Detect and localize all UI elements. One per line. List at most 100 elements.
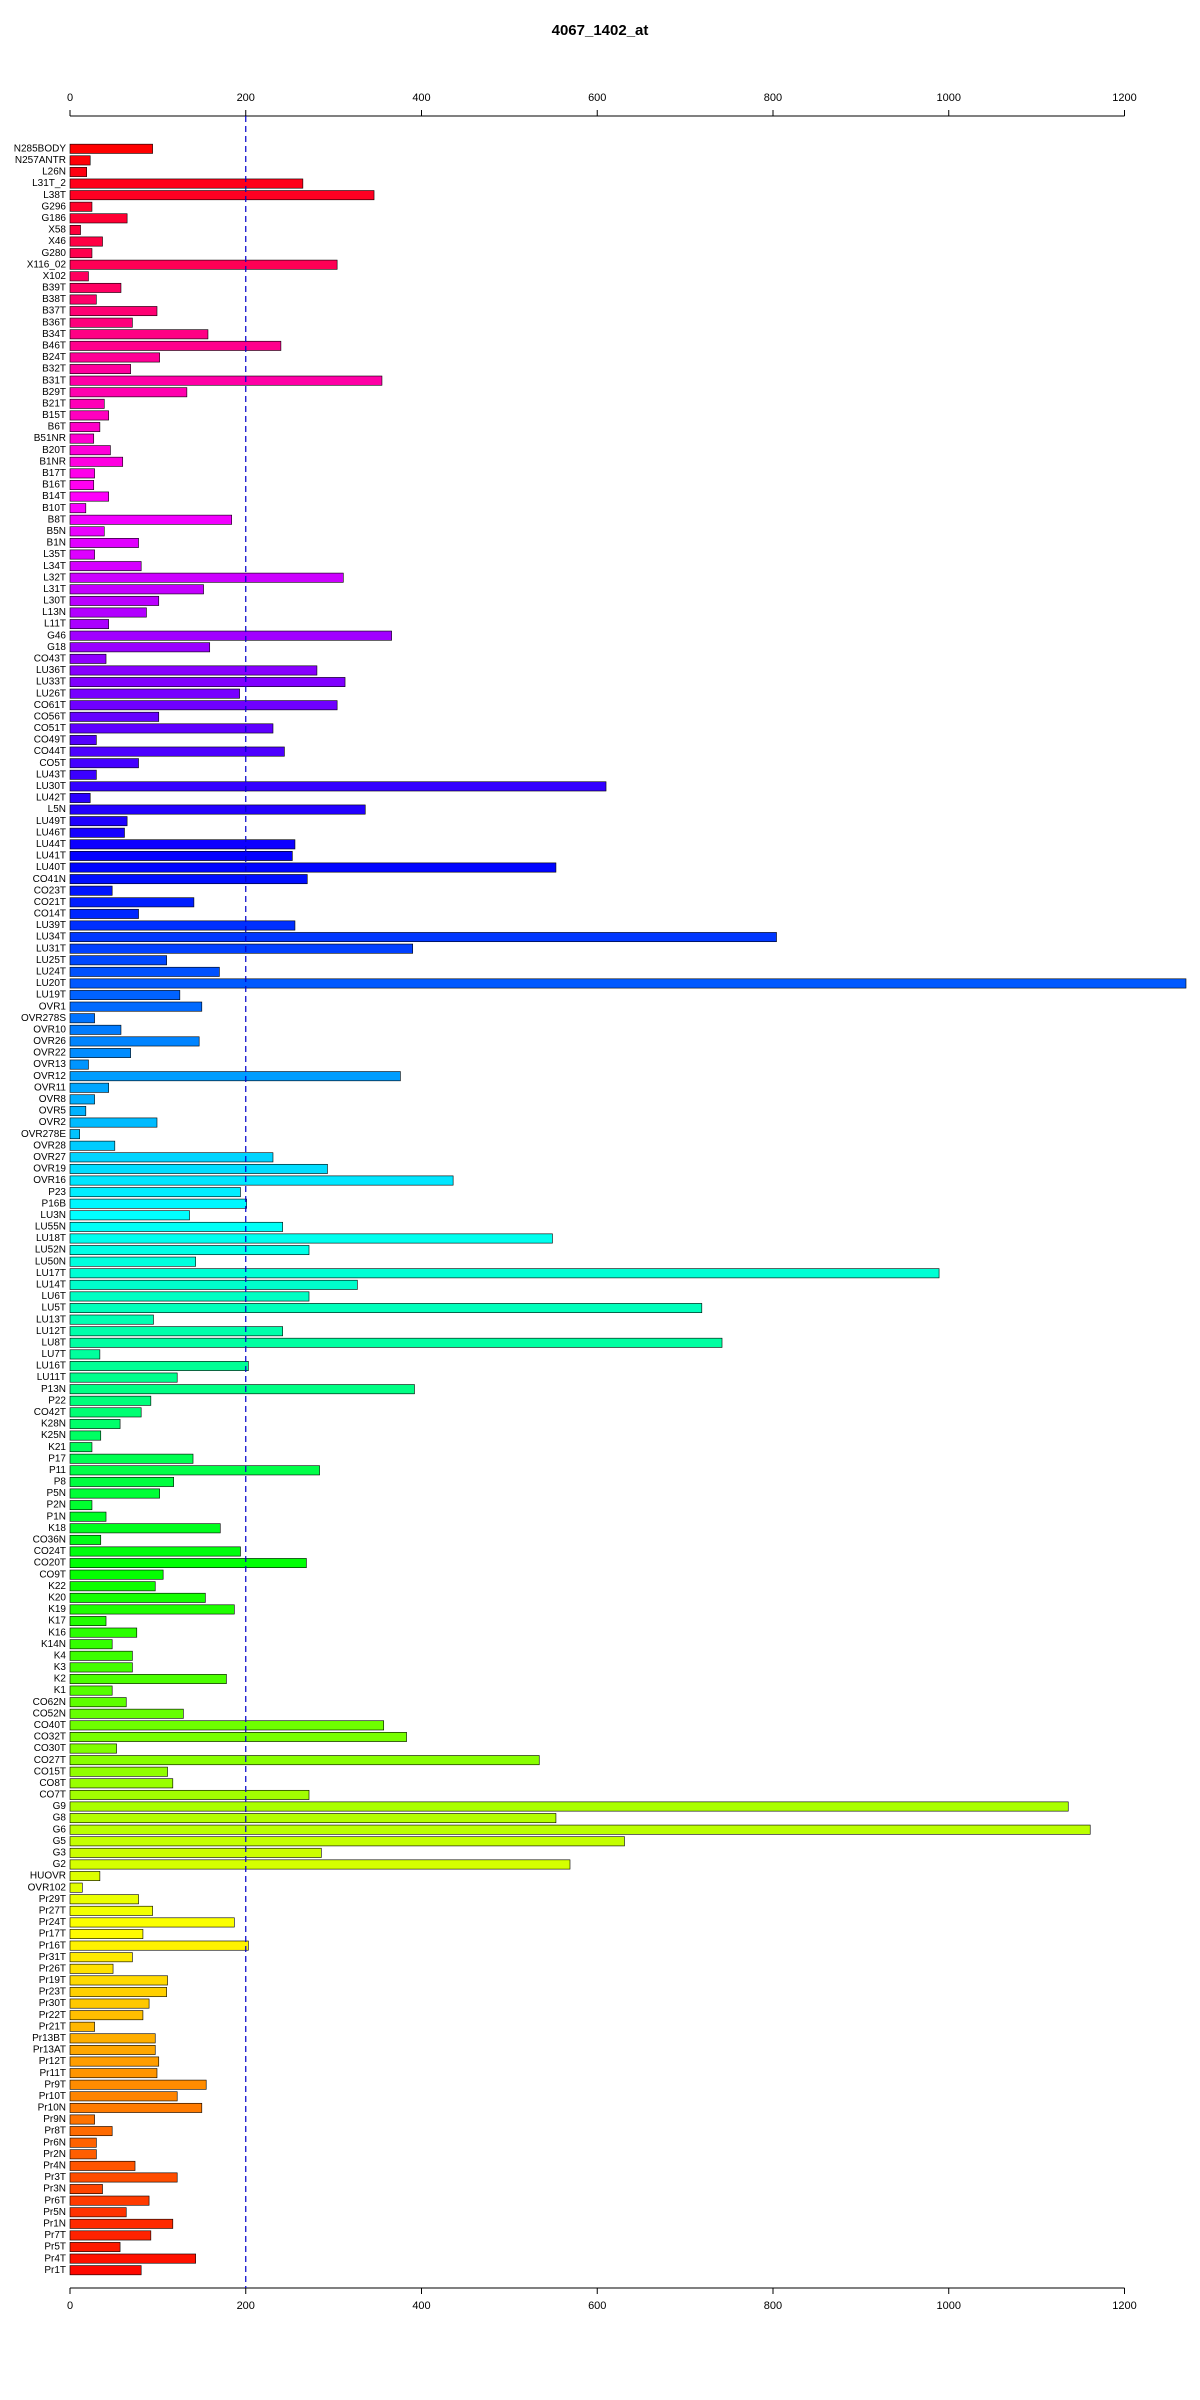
category-label: L5N	[48, 804, 66, 815]
bar	[69, 1303, 703, 1313]
bar	[69, 839, 296, 850]
category-label: L31T_2	[32, 178, 66, 189]
bar	[69, 352, 160, 363]
category-label: CO62N	[33, 1697, 66, 1708]
bar	[69, 1650, 133, 1661]
bar	[69, 1268, 940, 1279]
bar	[69, 735, 97, 745]
category-label: P8	[54, 1477, 67, 1488]
category-label: LU17T	[36, 1268, 66, 1279]
bar	[69, 398, 105, 409]
category-label: Pr2N	[43, 2149, 66, 2160]
bar	[69, 700, 338, 711]
bar	[69, 1558, 307, 1569]
category-label: K18	[48, 1523, 66, 1534]
bar	[69, 225, 81, 235]
bar	[69, 1245, 310, 1256]
bar	[69, 2091, 178, 2102]
category-label: B51NR	[34, 433, 66, 444]
x-tick-label: 800	[764, 2300, 782, 2312]
category-label: CO5T	[39, 758, 66, 769]
bar	[69, 2079, 207, 2090]
x-tick-label: 200	[237, 92, 255, 104]
x-tick-label: 200	[237, 2300, 255, 2312]
bar	[69, 2045, 156, 2055]
bar	[69, 178, 304, 189]
category-label: Pr19T	[39, 1975, 66, 1986]
bar	[69, 816, 128, 827]
bar	[69, 1697, 127, 1708]
category-label: B16T	[42, 480, 66, 491]
bar	[69, 2160, 136, 2171]
category-label: L13N	[42, 607, 66, 618]
category-label: CO44T	[34, 746, 66, 757]
bar	[69, 387, 188, 398]
bar	[69, 561, 142, 572]
bar	[69, 1013, 95, 1024]
bar	[69, 1755, 540, 1766]
category-label: LU19T	[36, 990, 66, 1001]
category-label: LU24T	[36, 966, 66, 977]
category-label: G296	[42, 201, 67, 212]
category-label: B15T	[42, 410, 66, 421]
category-label: B32T	[42, 364, 66, 375]
category-label: OVR1	[39, 1001, 67, 1012]
category-label: B39T	[42, 283, 66, 294]
category-label: LU18T	[36, 1233, 66, 1244]
category-label: LU52N	[35, 1245, 66, 1256]
category-label: LU36T	[36, 665, 66, 676]
bar	[69, 317, 133, 328]
category-label: CO27T	[34, 1755, 66, 1766]
category-label: LU49T	[36, 816, 66, 827]
category-label: OVR28	[33, 1140, 66, 1151]
category-label: K1	[54, 1685, 67, 1696]
bar	[69, 1778, 174, 1789]
category-label: LU50N	[35, 1256, 66, 1267]
bar	[69, 1627, 138, 1638]
category-label: LU34T	[36, 932, 66, 943]
bar	[69, 259, 338, 270]
category-label: P17	[48, 1453, 66, 1464]
bar	[69, 1326, 283, 1337]
category-label: Pr1N	[43, 2218, 66, 2229]
category-label: OVR26	[33, 1036, 66, 1047]
bar	[69, 1639, 113, 1650]
bar	[69, 445, 111, 456]
bar	[69, 1048, 131, 1058]
category-label: K2	[54, 1674, 67, 1685]
bar	[69, 781, 607, 792]
bar	[69, 1569, 164, 1580]
category-label: LU16T	[36, 1361, 66, 1372]
bar	[69, 1430, 102, 1441]
category-label: OVR12	[33, 1071, 66, 1082]
bar	[69, 1963, 114, 1974]
category-label: Pr5T	[44, 2242, 66, 2253]
x-tick-label: 0	[67, 92, 73, 104]
category-label: G186	[42, 213, 67, 224]
category-label: B38T	[42, 294, 66, 305]
bar	[69, 862, 557, 873]
category-label: CO21T	[34, 897, 66, 908]
category-label: CO20T	[34, 1558, 66, 1569]
x-tick-label: 400	[412, 92, 430, 104]
bar	[69, 1337, 723, 1348]
category-label: Pr30T	[39, 1998, 66, 2009]
category-label: OVR11	[34, 1082, 66, 1093]
category-label: LU6T	[42, 1291, 66, 1302]
category-label: LU43T	[36, 769, 66, 780]
category-label: LU44T	[36, 839, 66, 850]
category-label: Pr16T	[39, 1940, 66, 1951]
bar	[69, 1894, 139, 1905]
bar	[69, 456, 124, 467]
category-label: OVR27	[33, 1152, 66, 1163]
bar	[69, 653, 107, 664]
chart-title: 4067_1402_at	[552, 22, 649, 39]
bar	[69, 1929, 144, 1939]
category-label: OVR8	[39, 1094, 67, 1105]
bar	[69, 804, 366, 815]
category-label: CO23T	[34, 885, 66, 896]
bar	[69, 2230, 152, 2241]
bar	[69, 526, 105, 537]
category-label: B36T	[42, 317, 66, 328]
